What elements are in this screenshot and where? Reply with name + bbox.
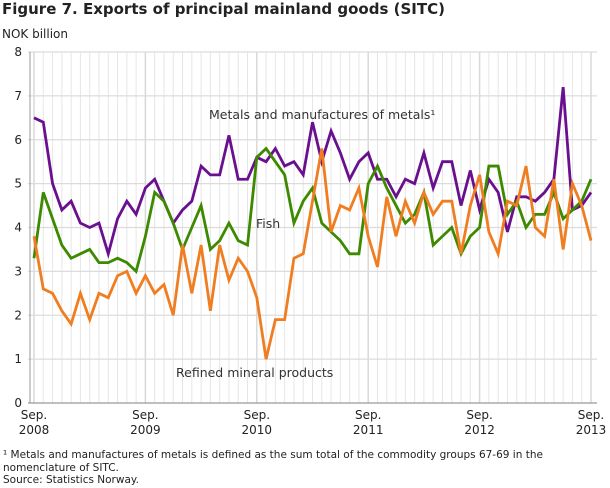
series-line-metals	[33, 86, 593, 259]
x-tick-label: 2011	[353, 423, 384, 437]
line-chart: 012345678Sep.2008Sep.2009Sep.2010Sep.201…	[14, 45, 607, 437]
chart-title: Figure 7. Exports of principal mainland …	[2, 0, 445, 18]
series-label: Refined mineral products	[176, 365, 333, 380]
y-tick-label: 1	[14, 352, 22, 366]
y-tick-label: 3	[14, 264, 22, 278]
series-line-refined	[32, 148, 593, 360]
x-tick-label: Sep.	[578, 408, 604, 422]
y-tick-label: 8	[14, 45, 22, 59]
x-tick-label: 2012	[464, 423, 495, 437]
series-label: Metals and manufactures of metals¹	[209, 107, 435, 122]
y-tick-label: 4	[14, 221, 22, 235]
y-tick-label: 0	[14, 396, 22, 410]
x-tick-label: 2008	[19, 423, 50, 437]
y-tick-label: 5	[14, 177, 22, 191]
x-tick-label: Sep.	[21, 408, 47, 422]
x-tick-label: 2010	[242, 423, 273, 437]
y-axis-label: NOK billion	[2, 27, 69, 41]
x-tick-label: Sep.	[355, 408, 381, 422]
y-tick-label: 7	[14, 89, 22, 103]
x-tick-label: 2009	[130, 423, 161, 437]
x-tick-label: Sep.	[466, 408, 492, 422]
x-tick-label: Sep.	[244, 408, 270, 422]
y-tick-label: 2	[14, 308, 22, 322]
x-tick-label: 2013	[576, 423, 607, 437]
source-note: Source: Statistics Norway.	[3, 474, 139, 486]
series-label: Fish	[256, 216, 280, 231]
series-line-fish	[32, 146, 593, 275]
footnote: ¹ Metals and manufactures of metals is d…	[3, 449, 543, 474]
y-tick-label: 6	[14, 133, 22, 147]
x-tick-label: Sep.	[132, 408, 158, 422]
